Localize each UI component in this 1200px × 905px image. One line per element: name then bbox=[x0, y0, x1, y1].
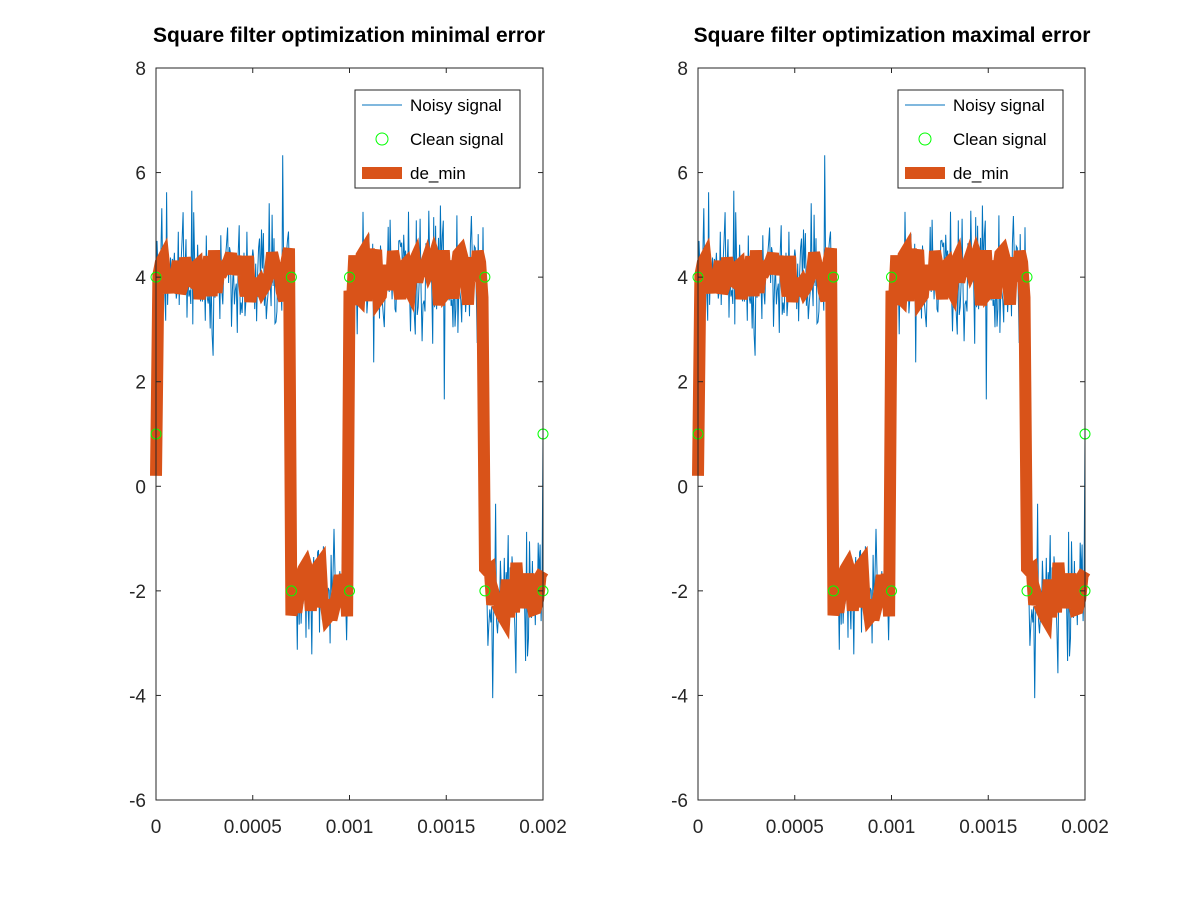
clean-signal-marker bbox=[828, 585, 839, 597]
y-tick-label: 4 bbox=[677, 268, 688, 289]
x-tick-label: 0 bbox=[693, 817, 704, 838]
x-axis-ticks: 0 0.0005 0.001 0.0015 0.002 bbox=[151, 68, 567, 838]
y-tick-label: -4 bbox=[129, 686, 146, 707]
subplot-maximal-error: Square filter optimization maximal error… bbox=[671, 24, 1109, 838]
clean-signal-marker bbox=[479, 585, 491, 597]
clean-signal-marker bbox=[344, 585, 355, 597]
x-tick-label: 0.002 bbox=[1061, 817, 1109, 838]
y-tick-label: -4 bbox=[671, 686, 688, 707]
legend-label-de: de_min bbox=[953, 164, 1009, 183]
clean-signal-marker bbox=[1021, 271, 1033, 283]
legend-swatch-clean bbox=[918, 132, 932, 146]
legend-label-de: de_min bbox=[410, 164, 466, 183]
y-tick-label: -6 bbox=[671, 791, 688, 812]
series-de-min bbox=[150, 231, 549, 640]
y-tick-label: 4 bbox=[135, 268, 146, 289]
x-tick-label: 0.001 bbox=[326, 817, 374, 838]
legend-label-clean: Clean signal bbox=[410, 130, 504, 149]
de-min-line bbox=[150, 231, 549, 640]
y-tick-label: 8 bbox=[677, 59, 688, 80]
y-tick-label: 0 bbox=[135, 477, 146, 498]
y-tick-label: -2 bbox=[671, 582, 688, 603]
y-tick-label: 2 bbox=[677, 373, 688, 394]
y-tick-label: -6 bbox=[129, 791, 146, 812]
clean-signal-marker bbox=[828, 271, 839, 283]
y-tick-label: 2 bbox=[135, 373, 146, 394]
legend: Noisy signal Clean signal de_min bbox=[354, 89, 521, 189]
y-tick-label: 0 bbox=[677, 477, 688, 498]
chart-title: Square filter optimization maximal error bbox=[694, 24, 1091, 47]
y-tick-label: -2 bbox=[129, 582, 146, 603]
x-tick-label: 0.002 bbox=[519, 817, 567, 838]
chart-title: Square filter optimization minimal error bbox=[153, 24, 545, 47]
legend-label-noisy: Noisy signal bbox=[410, 96, 502, 115]
x-tick-label: 0.001 bbox=[868, 817, 916, 838]
clean-signal-marker bbox=[886, 585, 897, 597]
x-tick-label: 0.0005 bbox=[766, 817, 824, 838]
clean-signal-marker bbox=[344, 271, 355, 283]
clean-signal-marker bbox=[479, 271, 491, 283]
y-tick-label: 6 bbox=[135, 164, 146, 185]
x-tick-label: 0.0005 bbox=[224, 817, 282, 838]
y-axis-ticks: -6 -4 -2 0 2 4 6 8 bbox=[671, 59, 1085, 812]
legend: Noisy signal Clean signal de_min bbox=[897, 89, 1064, 189]
y-tick-label: 6 bbox=[677, 164, 688, 185]
legend-label-noisy: Noisy signal bbox=[953, 96, 1045, 115]
legend-swatch-clean bbox=[375, 132, 389, 146]
y-tick-label: 8 bbox=[135, 59, 146, 80]
x-tick-label: 0.0015 bbox=[959, 817, 1017, 838]
x-tick-label: 0 bbox=[151, 817, 162, 838]
subplot-minimal-error: Square filter optimization minimal error… bbox=[129, 24, 567, 838]
clean-signal-marker bbox=[285, 585, 297, 597]
series-de-min bbox=[692, 231, 1091, 640]
legend-label-clean: Clean signal bbox=[953, 130, 1047, 149]
y-axis-ticks: -6 -4 -2 0 2 4 6 8 bbox=[129, 59, 543, 812]
x-axis-ticks: 0 0.0005 0.001 0.0015 0.002 bbox=[693, 68, 1109, 838]
de-min-line bbox=[692, 231, 1091, 640]
clean-signal-marker bbox=[886, 271, 897, 283]
x-tick-label: 0.0015 bbox=[417, 817, 475, 838]
clean-signal-marker bbox=[285, 271, 297, 283]
clean-signal-marker bbox=[1021, 585, 1033, 597]
